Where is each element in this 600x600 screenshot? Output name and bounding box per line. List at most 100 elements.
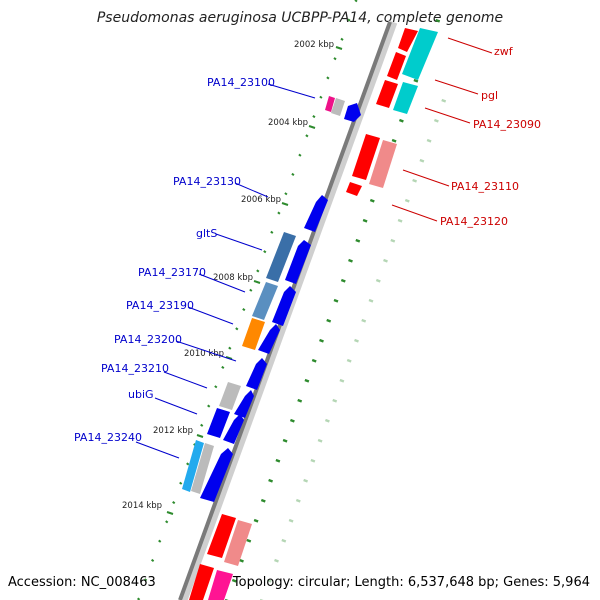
tick-mark [391,138,397,143]
gene-bottom-red-1[interactable] [207,514,236,558]
gene-zwf-block[interactable] [398,28,418,52]
tick-mark [260,498,266,503]
gene-bottom-red-2[interactable] [189,564,214,600]
tick-mark [268,478,274,483]
tick-mark [165,520,169,524]
leader-line [175,340,237,362]
tick-mark [433,118,439,123]
gene-pa14-23210-arrow[interactable] [234,390,254,418]
tick-mark [297,398,303,403]
tick-mark [326,76,330,80]
tick-mark [228,346,232,350]
gene-pa14-23120-arrow[interactable] [346,182,362,196]
tick-mark [214,385,218,389]
leader-line [135,441,180,459]
gene-label-pa14-23210[interactable]: PA14_23210 [101,362,169,375]
gene-zwf-teal[interactable] [402,28,438,80]
kbp-labels: 2002 kbp 2004 kbp 2006 kbp 2008 kbp 2010… [122,40,343,515]
tick-mark [310,458,316,463]
tick-mark [361,318,367,323]
gene-label-glts[interactable]: gltS [196,227,217,240]
gene-pgl-teal[interactable] [393,82,418,114]
leader-line [402,169,450,187]
tick-mark [413,78,419,83]
tick-mark [239,558,244,563]
tick-mark [397,218,403,223]
tick-mark [207,404,211,408]
gene-pa14-23090-block[interactable] [376,80,398,108]
gene-pa14-23170-arrow[interactable] [272,286,296,326]
reverse-gene-labels: zwf pgl PA14_23090 PA14_23110 PA14_23120 [391,37,541,228]
tick-mark [256,269,260,273]
kbp-label: 2002 kbp [294,40,334,50]
gene-pa14-23170-block[interactable] [252,282,278,320]
leader-line [234,182,269,198]
gene-bottom-magenta[interactable] [208,570,233,600]
tick-mark [305,134,309,138]
gene-pa14-23240-grey[interactable] [191,443,214,494]
gene-bottom-pink-1[interactable] [224,520,252,566]
leader-line [434,79,479,95]
tick-mark [295,498,301,503]
tick-mark [249,288,253,292]
gene-label-pa14-23240[interactable]: PA14_23240 [74,431,142,444]
tick-mark [333,57,337,61]
gene-label-pa14-23100[interactable]: PA14_23100 [207,76,275,89]
kbp-tick [281,202,289,206]
tick-mark [200,423,204,427]
kbp-label: 2014 kbp [122,501,162,511]
gene-label-pa14-23170[interactable]: PA14_23170 [138,266,206,279]
gene-pgl-block[interactable] [387,52,406,80]
gene-label-pa14-23130[interactable]: PA14_23130 [173,175,241,188]
tick-mark [186,462,190,466]
gene-pa14-23240-arrow[interactable] [200,448,233,502]
tick-mark [172,500,176,505]
gene-ubig-arrow[interactable] [223,414,244,444]
gene-pa14-23210-grey[interactable] [219,382,241,410]
gene-pa14-23100-arrow[interactable] [344,103,361,122]
tick-mark [281,538,287,543]
tick-mark [221,365,225,370]
gene-label-pgl[interactable]: pgl [481,89,498,102]
forward-gene-labels: PA14_23100 PA14_23130 gltS PA14_23170 PA… [74,76,316,459]
gene-pa14-23110-pink[interactable] [369,140,397,188]
kbp-tick [335,46,343,50]
tick-mark [340,278,346,283]
kbp-label: 2006 kbp [241,195,281,205]
gene-label-ubig[interactable]: ubiG [128,388,154,401]
gene-label-pa14-23190[interactable]: PA14_23190 [126,299,194,312]
gene-label-zwf[interactable]: zwf [494,45,514,58]
gene-glts-arrow[interactable] [285,240,311,284]
gene-label-pa14-23110[interactable]: PA14_23110 [451,180,519,193]
accession-text: Accession: NC_008463 [8,575,156,590]
tick-mark [291,172,295,176]
tick-mark [311,358,317,363]
tick-mark [312,115,316,119]
gene-pa14-23240-teal[interactable] [182,440,204,492]
gene-label-pa14-23120[interactable]: PA14_23120 [440,215,508,228]
tick-mark [319,95,323,99]
gene-pa14-23190-arrow[interactable] [258,324,280,354]
leader-line [391,204,438,222]
tick-mark [333,298,339,303]
gene-pa14-23110-block[interactable] [352,134,380,180]
gene-label-pa14-23200[interactable]: PA14_23200 [114,333,182,346]
gene-pa14-23100-grey[interactable] [331,98,345,116]
kbp-tick [308,125,316,129]
tick-mark [441,98,447,103]
tick-mark [263,250,267,254]
leader-line [154,397,198,415]
gene-pa14-23100-magenta[interactable] [325,96,335,112]
tick-mark [319,338,324,343]
gene-label-pa14-23090[interactable]: PA14_23090 [473,118,541,131]
tick-mark [332,398,338,403]
tick-mark [324,418,330,423]
gene-glts-block[interactable] [266,232,296,282]
leader-line [447,37,493,54]
gene-pa14-23190-block[interactable] [242,318,265,350]
gene-ubig-block[interactable] [207,408,230,438]
gene-pa14-23130-arrow[interactable] [304,195,328,232]
tick-mark [151,558,155,563]
tick-mark [317,438,323,443]
gene-pa14-23200-arrow[interactable] [246,358,267,390]
